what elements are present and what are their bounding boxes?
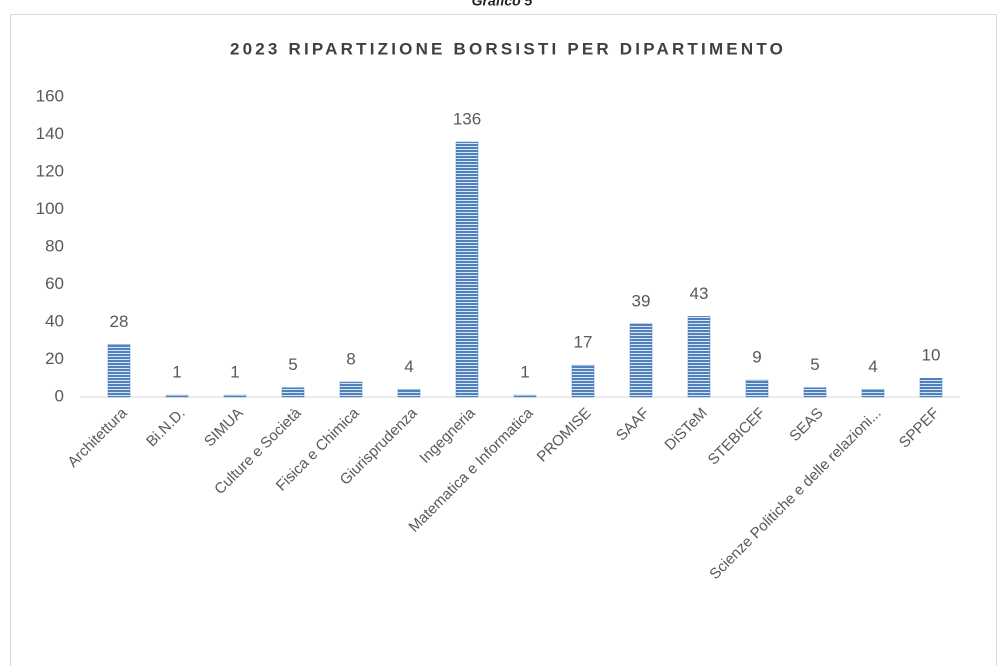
value-label: 4 [868,357,877,376]
bar [571,364,595,398]
value-label: 10 [922,346,941,365]
y-tick-label: 60 [45,274,64,293]
caption: Grafico 5 [472,0,533,9]
bar [339,381,363,398]
y-tick-label: 140 [36,124,64,143]
value-label: 136 [453,109,481,128]
value-label: 28 [110,312,129,331]
bar [919,378,943,398]
bar [745,379,769,398]
value-label: 5 [288,355,297,374]
y-tick-label: 160 [36,86,64,105]
bar [803,387,827,398]
bar [397,389,421,398]
value-label: 4 [404,357,413,376]
y-tick-label: 0 [55,386,64,405]
value-label: 1 [520,363,529,382]
value-label: 17 [574,333,593,352]
bar [455,141,479,398]
value-label: 9 [752,348,761,367]
value-label: 1 [172,363,181,382]
y-tick-label: 120 [36,161,64,180]
bar [165,394,189,398]
bar [629,323,653,398]
bar [861,389,885,398]
value-label: 5 [810,355,819,374]
chart-title: 2023 RIPARTIZIONE BORSISTI PER DIPARTIME… [230,39,786,58]
chart-frame [10,14,997,666]
y-tick-label: 20 [45,349,64,368]
bar [687,316,711,398]
value-label: 43 [690,284,709,303]
value-label: 8 [346,349,355,368]
y-tick-label: 100 [36,199,64,218]
bar [513,394,537,398]
bar [281,387,305,398]
value-label: 39 [632,291,651,310]
y-tick-label: 40 [45,311,64,330]
bar [107,344,131,398]
bar [223,394,247,398]
value-label: 1 [230,363,239,382]
y-tick-label: 80 [45,236,64,255]
